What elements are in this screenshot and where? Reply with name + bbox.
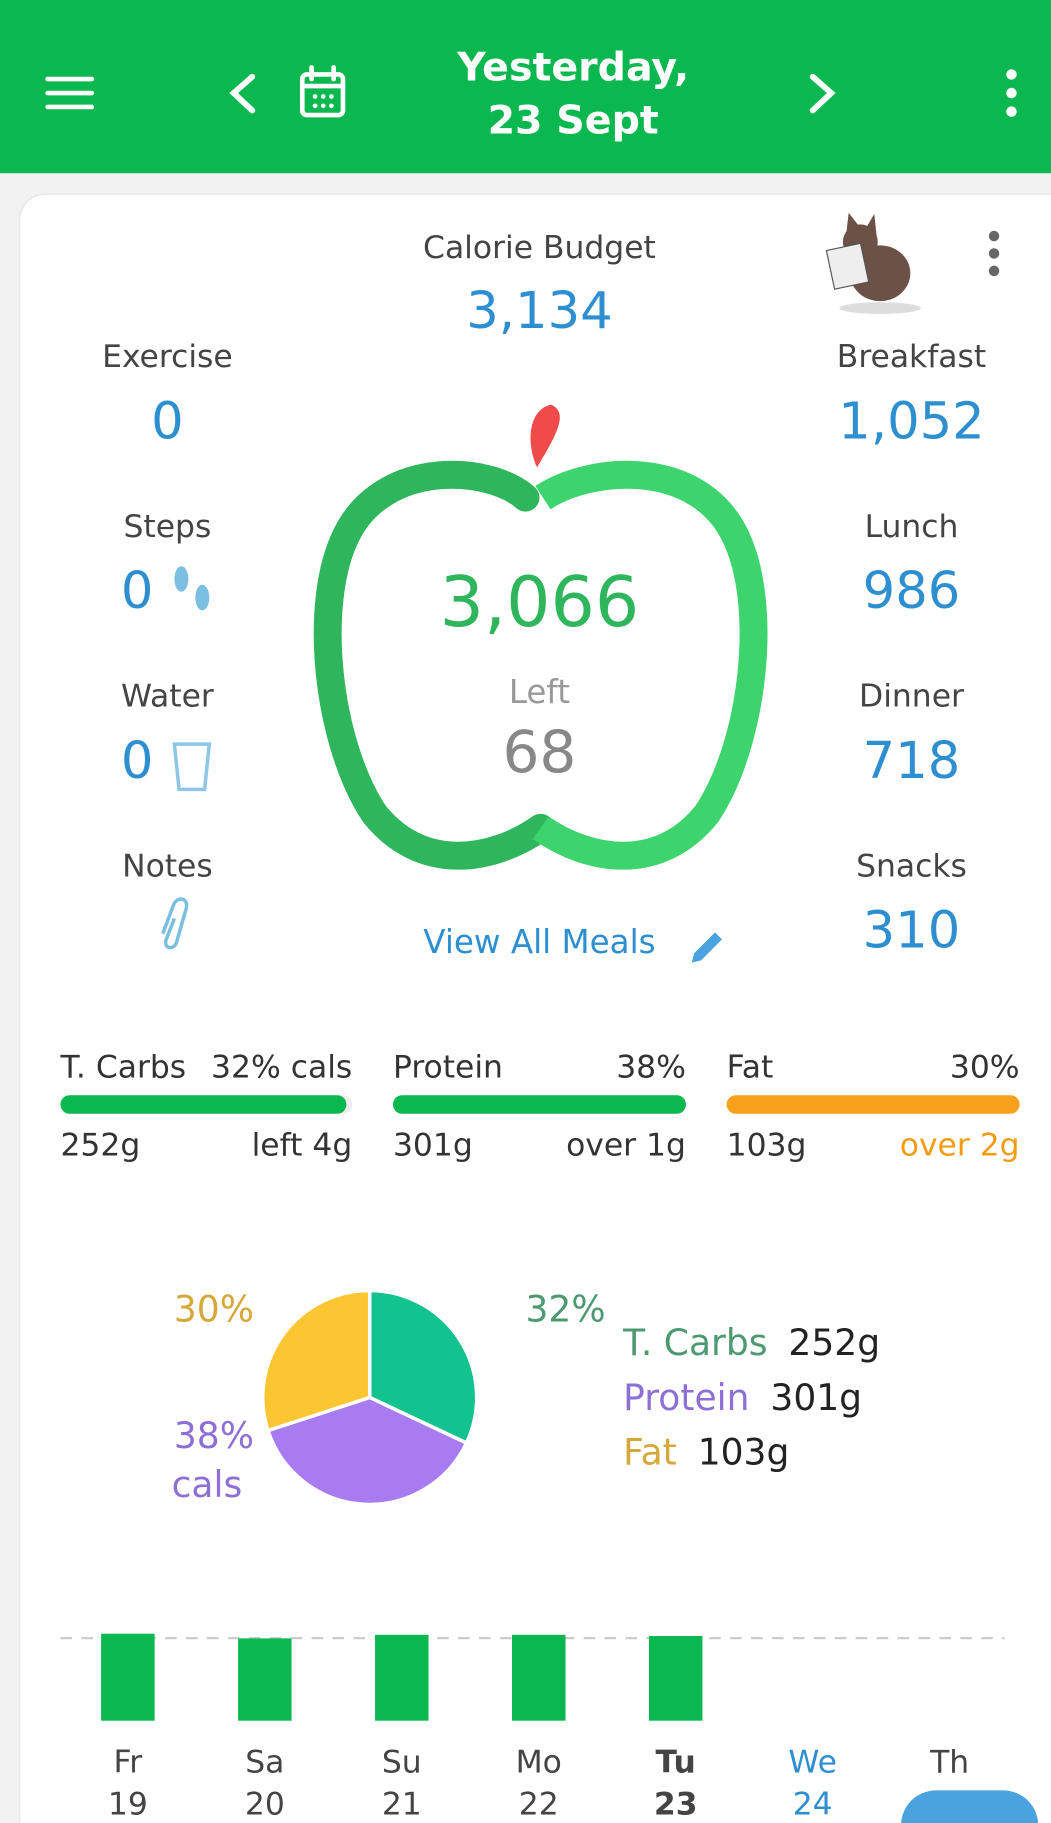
bar (648, 1636, 703, 1721)
steps-icon (174, 566, 210, 611)
stat-label: Exercise (102, 339, 233, 375)
pie-label: 30% (174, 1289, 254, 1330)
pie-slice (367, 1288, 479, 1446)
legend-name: T. Carbs (622, 1323, 767, 1364)
calendar-button[interactable] (299, 65, 346, 118)
meal-value: 986 (863, 562, 961, 621)
budget-label: Calorie Budget (423, 230, 656, 266)
day-label: Mo (516, 1745, 562, 1781)
menu-button[interactable] (45, 76, 95, 110)
legend-value: 103g (698, 1432, 790, 1473)
date-label: 23 (654, 1787, 698, 1823)
bar (375, 1634, 429, 1721)
pie-unit: cals (172, 1465, 243, 1506)
date-title: 23 Sept (488, 98, 659, 144)
bar (238, 1638, 292, 1721)
macro-status: over 1g (566, 1127, 686, 1163)
meal-label: Breakfast (837, 339, 986, 375)
eaten-value: 3,066 (440, 562, 640, 643)
macro-grams: 252g (60, 1127, 140, 1163)
app-bar (0, 0, 1051, 174)
legend-value: 301g (770, 1378, 862, 1419)
macro-name: Protein (393, 1049, 503, 1085)
meal-label: Lunch (865, 509, 959, 545)
day-label: Su (382, 1745, 422, 1781)
macro-name: T. Carbs (59, 1049, 186, 1085)
macro-bar (60, 1095, 347, 1114)
stat-label: Steps (124, 509, 212, 545)
bar (512, 1634, 566, 1721)
macro-grams: 103g (727, 1127, 807, 1163)
left-value: 68 (502, 718, 576, 786)
apple-leaf (530, 404, 560, 468)
meal-value: 718 (863, 732, 961, 791)
date-title: Yesterday, (456, 44, 689, 90)
pie-label: 38% (174, 1416, 254, 1457)
macro-bar (726, 1095, 1020, 1114)
overflow-menu[interactable] (1006, 69, 1017, 117)
date-label: 22 (519, 1787, 559, 1823)
apple-ring-left (313, 460, 555, 870)
next-day[interactable] (809, 73, 836, 114)
card-menu[interactable] (988, 230, 1000, 277)
stat-value: 0 (121, 562, 154, 621)
stat-label: Notes (122, 848, 213, 884)
pie-slice (265, 1395, 469, 1507)
edit-icon[interactable] (691, 932, 722, 963)
macro-percent: 32% cals (211, 1049, 352, 1085)
macro-status: over 2g (900, 1127, 1020, 1163)
mascot (825, 212, 921, 314)
notes-icon[interactable] (161, 897, 189, 950)
stat-value: 0 (151, 392, 184, 451)
prev-day[interactable] (229, 73, 256, 114)
stat-value: 0 (121, 732, 154, 791)
fab[interactable] (901, 1790, 1039, 1823)
day-label: Th (929, 1745, 969, 1781)
stat-label: Water (121, 679, 214, 715)
left-label: Left (509, 673, 570, 711)
legend-name: Protein (623, 1378, 749, 1419)
meal-label: Dinner (859, 679, 964, 715)
bar (101, 1633, 155, 1721)
macro-status: left 4g (252, 1127, 353, 1163)
day-label: Fr (114, 1745, 143, 1781)
macro-name: Fat (727, 1049, 774, 1085)
macro-percent: 38% (616, 1049, 686, 1085)
date-label: 19 (108, 1787, 148, 1823)
water-icon[interactable] (172, 742, 212, 792)
macro-grams: 301g (393, 1127, 473, 1163)
apple-ring-right (532, 460, 768, 870)
date-label: 21 (382, 1787, 422, 1823)
date-label: 20 (245, 1787, 285, 1823)
day-label: We (788, 1745, 836, 1781)
date-label: 24 (793, 1787, 833, 1823)
meal-value: 1,052 (838, 392, 984, 451)
view-all-meals[interactable]: View All Meals (423, 923, 655, 961)
day-label: Tu (656, 1745, 696, 1781)
meal-value: 310 (863, 902, 961, 961)
macro-bar (392, 1095, 686, 1114)
legend-value: 252g (788, 1323, 880, 1364)
pie-label: 32% (525, 1289, 605, 1330)
budget-value: 3,134 (466, 282, 612, 341)
day-label: Sa (245, 1745, 284, 1781)
meal-label: Snacks (856, 848, 967, 884)
macro-percent: 30% (950, 1049, 1020, 1085)
legend-name: Fat (623, 1432, 677, 1473)
pie-slice (261, 1288, 372, 1433)
